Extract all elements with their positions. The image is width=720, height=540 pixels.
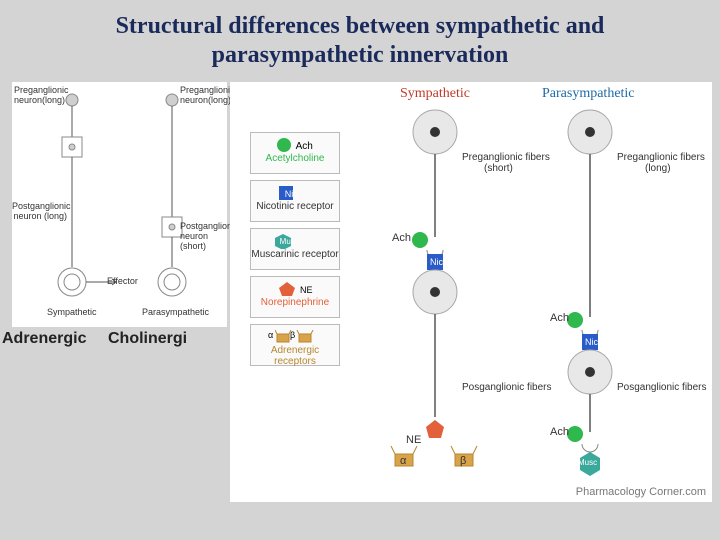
- symp-nic: Nic: [430, 257, 443, 267]
- symp-pre-l1: Preganglionic fibers: [462, 152, 550, 163]
- ne-icon: [278, 281, 296, 297]
- para-post: Posganglionic fibers: [617, 382, 707, 393]
- beta-lbl: β: [460, 455, 466, 467]
- legend-ach-sub: Acetylcholine: [251, 151, 339, 164]
- alpha-lbl: α: [400, 455, 406, 467]
- symp-pre-l2: (short): [462, 163, 513, 174]
- legend-ne-sub: Norepinephrine: [251, 295, 339, 308]
- legend-beta-abbr: β: [290, 330, 295, 340]
- left-symp: Sympathetic: [47, 307, 97, 317]
- ach-icon: [277, 138, 291, 152]
- para-ach2: Ach: [550, 426, 569, 438]
- musc-lbl: Musc: [578, 458, 597, 467]
- left-pre-long-r: Preganglionicneuron(long): [180, 86, 230, 106]
- right-panel: Sympathetic Parasympathetic: [230, 82, 712, 502]
- symp-post: Posganglionic fibers: [462, 382, 552, 393]
- para-pre-l1: Preganglionic fibers: [617, 152, 705, 163]
- legend-musc-sub: Muscarinic receptor: [251, 247, 339, 260]
- left-pre-long-l: Preganglionicneuron(long): [14, 86, 64, 106]
- credit: Pharmacology Corner.com: [576, 486, 706, 498]
- legend-ne: NE Norepinephrine: [250, 276, 340, 318]
- legend-musc-abbr: Musc: [280, 237, 299, 246]
- title-line2: parasympathetic innervation: [212, 42, 509, 68]
- legend-ach: Ach Acetylcholine: [250, 132, 340, 174]
- left-para: Parasympathetic: [142, 307, 209, 317]
- left-panel: Preganglionicneuron(long) Preganglionicn…: [12, 82, 227, 327]
- left-post-short: Postganglionicneuron (short): [180, 222, 230, 252]
- legend-alpha-abbr: α: [268, 330, 273, 340]
- legend-adr-sub: Adrenergic receptors: [251, 343, 339, 367]
- legend-nic: Nic Nicotinic receptor: [250, 180, 340, 222]
- para-nic: Nic: [585, 337, 598, 347]
- legend-musc: Musc Muscarinic receptor: [250, 228, 340, 270]
- legend-ne-abbr: NE: [300, 285, 313, 295]
- ne-lbl: NE: [406, 434, 421, 446]
- left-post-long: Postganglionicneuron (long): [12, 202, 67, 222]
- symp-ach1: Ach: [392, 232, 411, 244]
- adrenergic-label: Adrenergic: [2, 330, 86, 348]
- legend-ach-abbr: Ach: [296, 141, 313, 152]
- cholinergic-label: Cholinergi: [108, 330, 187, 348]
- legend-adr: α β Adrenergic receptors: [250, 324, 340, 366]
- legend-nic-sub: Nicotinic receptor: [251, 199, 339, 212]
- left-effector: Effector: [107, 276, 138, 286]
- para-pre-l2: (long): [617, 163, 671, 174]
- legend-nic-abbr: Nic: [285, 189, 298, 199]
- title-line1: Structural differences between sympathet…: [116, 13, 605, 39]
- para-ach1: Ach: [550, 312, 569, 324]
